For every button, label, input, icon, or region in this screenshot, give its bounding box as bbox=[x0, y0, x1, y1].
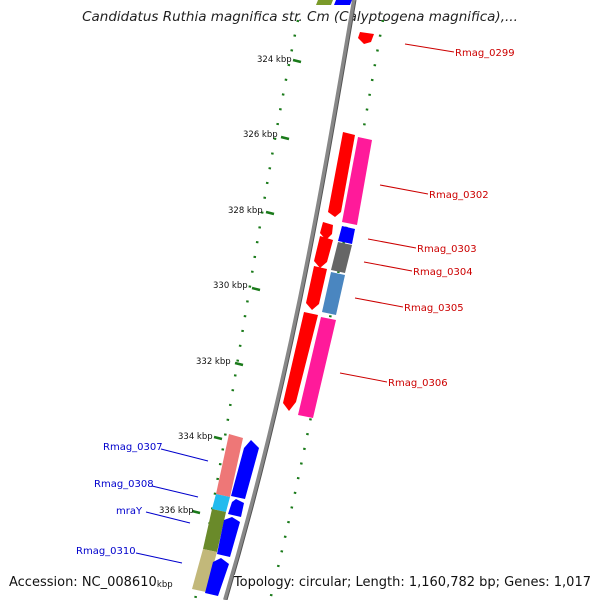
reverse-label-leaders bbox=[135, 448, 209, 564]
tick-label: 334 kbp bbox=[178, 432, 213, 442]
gene-label-rmag-0302[interactable]: Rmag_0302 bbox=[429, 190, 489, 201]
forward-gene-labels: Rmag_0299 Rmag_0302 Rmag_0303 Rmag_0304 … bbox=[388, 48, 515, 389]
gene-arrow-olive-top[interactable] bbox=[316, 0, 333, 5]
gene-label-rmag-0299[interactable]: Rmag_0299 bbox=[455, 48, 515, 59]
gene-arrow-blue-1[interactable] bbox=[231, 440, 259, 499]
tick-label: 332 kbp bbox=[196, 357, 231, 367]
gene-label-rmag-0304[interactable]: Rmag_0304 bbox=[413, 267, 473, 278]
gene-arrow-blue-4[interactable] bbox=[205, 558, 229, 596]
tick-track-left bbox=[193, 19, 300, 600]
gene-arrow-blue-2[interactable] bbox=[228, 499, 244, 517]
gene-arrow-rmag-0299[interactable] bbox=[358, 32, 374, 44]
tick-label: 328 kbp bbox=[228, 206, 263, 216]
tick-label: 336 kbp bbox=[159, 506, 194, 516]
reverse-gene-labels: Rmag_0307 Rmag_0308 mraY Rmag_0310 bbox=[76, 442, 163, 557]
gene-label-rmag-0307[interactable]: Rmag_0307 bbox=[103, 442, 163, 453]
gene-arrow-rmag-0305-b[interactable] bbox=[322, 272, 345, 315]
gene-label-rmag-0310[interactable]: Rmag_0310 bbox=[76, 546, 136, 557]
gene-arrow-rmag-0307[interactable] bbox=[216, 434, 243, 497]
gene-arrow-mray[interactable] bbox=[203, 509, 226, 552]
gene-arrow-rmag-0306-a[interactable] bbox=[283, 312, 318, 411]
genome-summary-text: Topology: circular; Length: 1,160,782 bp… bbox=[233, 575, 591, 590]
major-ticks bbox=[191, 58, 302, 515]
gene-arrow-rmag-0308[interactable] bbox=[212, 494, 230, 512]
gene-label-rmag-0305[interactable]: Rmag_0305 bbox=[404, 303, 464, 314]
accession-text: Accession: NC_008610 bbox=[9, 575, 157, 590]
gene-label-rmag-0308[interactable]: Rmag_0308 bbox=[94, 479, 154, 490]
gene-arrow-rmag-0304-a[interactable] bbox=[314, 236, 333, 268]
tick-label: 330 kbp bbox=[213, 281, 248, 291]
tick-label: 326 kbp bbox=[243, 130, 278, 140]
map-title: Candidatus Ruthia magnifica str. Cm (Cal… bbox=[82, 9, 518, 25]
gene-arrow-rmag-0302-a[interactable] bbox=[328, 132, 355, 217]
gene-label-mray[interactable]: mraY bbox=[116, 506, 143, 517]
forward-label-leaders bbox=[339, 43, 455, 383]
gene-arrow-rmag-0310[interactable] bbox=[192, 549, 217, 592]
gene-arrow-rmag-0306-b[interactable] bbox=[298, 317, 336, 418]
gene-arrow-rmag-0305-a[interactable] bbox=[306, 266, 327, 310]
gene-label-rmag-0303[interactable]: Rmag_0303 bbox=[417, 244, 477, 255]
gene-arrow-rmag-0302-b[interactable] bbox=[342, 137, 372, 225]
gene-arrow-rmag-0304-b[interactable] bbox=[331, 242, 352, 273]
tick-label: 324 kbp bbox=[257, 55, 292, 65]
genome-backbone bbox=[223, 0, 356, 600]
gene-arrow-blue-top[interactable] bbox=[334, 0, 352, 5]
genome-backbone-shadow bbox=[226, 0, 357, 600]
gene-label-rmag-0306[interactable]: Rmag_0306 bbox=[388, 378, 448, 389]
gene-arrow-rmag-0303-a[interactable] bbox=[320, 222, 333, 240]
gene-arrow-rmag-0303-b[interactable] bbox=[338, 226, 355, 244]
gene-arrow-blue-3[interactable] bbox=[217, 517, 240, 557]
